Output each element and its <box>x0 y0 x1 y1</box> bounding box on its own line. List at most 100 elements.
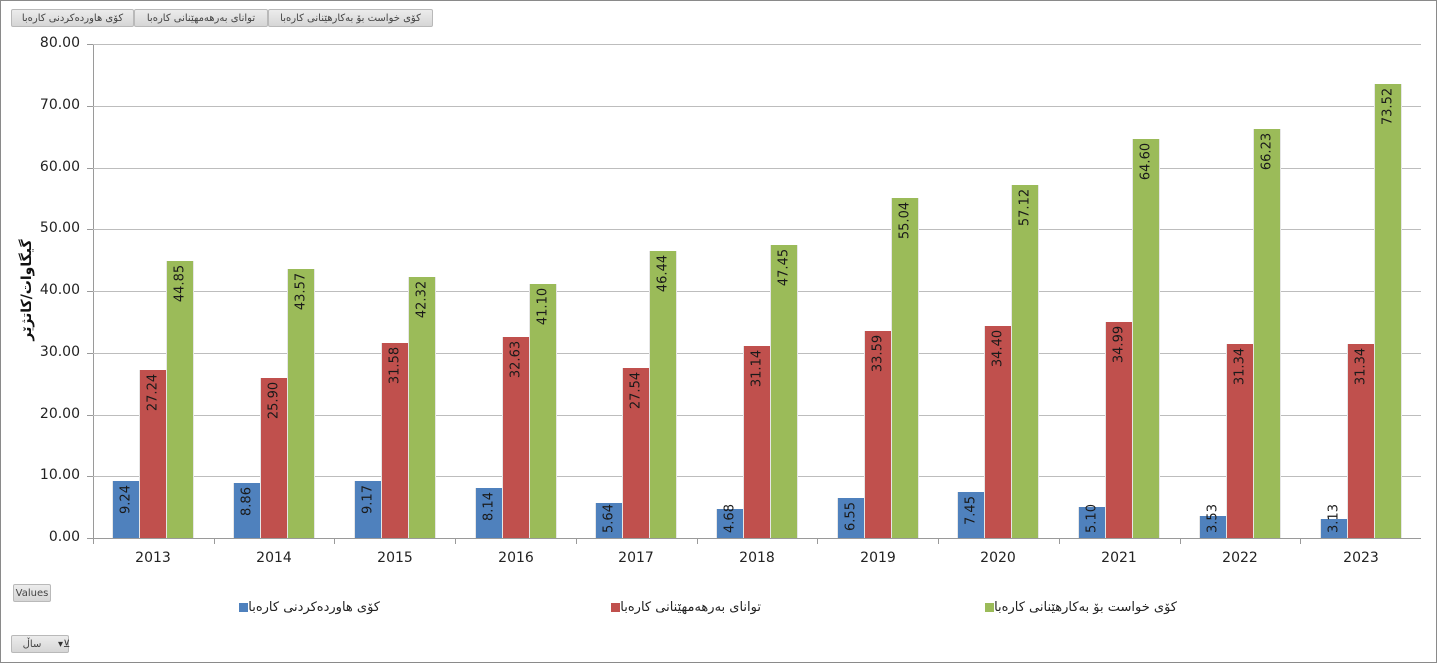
data-label: 31.58 <box>387 346 403 385</box>
y-tick <box>87 353 93 354</box>
bar-series-1[interactable]: 34.40 <box>985 326 1011 538</box>
legend-swatch-icon <box>985 603 995 612</box>
data-label: 31.34 <box>1353 347 1369 386</box>
bar-series-1[interactable]: 31.34 <box>1227 344 1253 538</box>
bar-series-0[interactable]: 7.45 <box>958 492 984 538</box>
y-tick-label: 10.00 <box>39 467 80 483</box>
bar-series-0[interactable]: 8.86 <box>234 483 260 538</box>
data-label: 27.24 <box>145 373 161 412</box>
x-tick-label: 2018 <box>739 550 775 566</box>
field-button-2[interactable]: کۆی خواست بۆ بەکارهێنانی کارەبا <box>268 9 433 27</box>
x-tick-label: 2019 <box>860 550 896 566</box>
y-tick <box>87 476 93 477</box>
data-label: 43.57 <box>293 272 309 311</box>
bar-series-2[interactable]: 73.52 <box>1375 84 1401 538</box>
data-label: 55.04 <box>897 201 913 240</box>
legend-swatch-icon <box>239 603 249 612</box>
data-label: 25.90 <box>266 381 282 420</box>
data-label: 3.53 <box>1205 503 1221 533</box>
data-label: 5.10 <box>1084 504 1100 534</box>
bar-series-1[interactable]: 33.59 <box>865 331 891 538</box>
gridline <box>93 229 1421 230</box>
y-tick-label: 30.00 <box>39 344 80 360</box>
legend-item-2[interactable]: کۆی خواست بۆ بەکارهێنانی کارەبا <box>980 600 1177 615</box>
y-tick <box>87 538 93 539</box>
x-tick-label: 2013 <box>135 550 171 566</box>
x-tick <box>1300 538 1301 544</box>
x-tick <box>455 538 456 544</box>
y-tick <box>87 229 93 230</box>
bar-series-0[interactable]: 6.55 <box>838 498 864 538</box>
x-tick <box>817 538 818 544</box>
data-label: 31.34 <box>1232 347 1248 386</box>
data-label: 42.32 <box>414 280 430 319</box>
field-button-1[interactable]: توانای بەرهەمهێنانی کارەبا <box>134 9 268 27</box>
bar-series-2[interactable]: 43.57 <box>288 269 314 538</box>
x-tick <box>93 538 94 544</box>
bar-series-1[interactable]: 31.58 <box>382 343 408 538</box>
data-label: 7.45 <box>963 496 979 526</box>
bar-series-2[interactable]: 55.04 <box>892 198 918 538</box>
legend-item-0[interactable]: کۆی هاوردەکردنی کارەبا <box>234 600 380 615</box>
y-tick <box>87 291 93 292</box>
bar-series-1[interactable]: 27.54 <box>623 368 649 538</box>
bar-series-2[interactable]: 42.32 <box>409 277 435 538</box>
bar-series-1[interactable]: 25.90 <box>261 378 287 538</box>
x-tick-label: 2022 <box>1222 550 1258 566</box>
legend-label: توانای بەرهەمهێنانی کارەبا <box>620 600 761 615</box>
y-tick-label: 20.00 <box>39 406 80 422</box>
bar-series-0[interactable]: 3.53 <box>1200 504 1226 538</box>
data-label: 57.12 <box>1017 188 1033 227</box>
x-tick <box>576 538 577 544</box>
data-label: 3.13 <box>1326 504 1342 534</box>
bar-series-2[interactable]: 41.10 <box>530 284 556 538</box>
data-label: 8.86 <box>239 487 255 517</box>
bar-series-0[interactable]: 9.17 <box>355 481 381 538</box>
values-field-button[interactable]: Values <box>13 584 51 602</box>
x-tick <box>334 538 335 544</box>
x-tick <box>1059 538 1060 544</box>
y-tick <box>87 168 93 169</box>
legend-label: کۆی هاوردەکردنی کارەبا <box>248 600 380 615</box>
year-filter-button[interactable]: ساڵ ▾⊻ <box>11 635 70 653</box>
year-filter-label: ساڵ <box>22 639 42 650</box>
bar-series-0[interactable]: 8.14 <box>476 488 502 538</box>
bar-series-1[interactable]: 31.34 <box>1348 344 1374 538</box>
bar-series-0[interactable]: 5.10 <box>1079 504 1105 538</box>
y-tick-label: 70.00 <box>39 97 80 113</box>
y-tick-label: 0.00 <box>48 529 80 545</box>
bar-series-2[interactable]: 47.45 <box>771 245 797 538</box>
data-label: 34.40 <box>990 329 1006 368</box>
bar-series-2[interactable]: 66.23 <box>1254 129 1280 538</box>
x-tick <box>697 538 698 544</box>
data-label: 47.45 <box>776 248 792 287</box>
bar-series-1[interactable]: 31.14 <box>744 346 770 538</box>
data-label: 41.10 <box>535 287 551 326</box>
bar-series-1[interactable]: 32.63 <box>503 337 529 538</box>
y-tick-label: 80.00 <box>39 35 80 51</box>
bar-series-2[interactable]: 57.12 <box>1012 185 1038 538</box>
data-label: 66.23 <box>1259 132 1275 171</box>
bar-series-0[interactable]: 9.24 <box>113 481 139 538</box>
bar-series-1[interactable]: 34.99 <box>1106 322 1132 538</box>
y-tick <box>87 415 93 416</box>
bar-series-0[interactable]: 5.64 <box>596 503 622 538</box>
y-tick-label: 50.00 <box>39 220 80 236</box>
data-label: 34.99 <box>1111 325 1127 364</box>
data-label: 64.60 <box>1138 142 1154 181</box>
data-label: 73.52 <box>1380 87 1396 126</box>
bar-series-0[interactable]: 4.68 <box>717 504 743 538</box>
bar-series-1[interactable]: 27.24 <box>140 370 166 538</box>
y-tick <box>87 44 93 45</box>
field-button-0[interactable]: کۆی هاوردەکردنی کارەبا <box>11 9 134 27</box>
bar-series-2[interactable]: 44.85 <box>167 261 193 538</box>
legend-item-1[interactable]: توانای بەرهەمهێنانی کارەبا <box>606 600 761 615</box>
bar-series-2[interactable]: 46.44 <box>650 251 676 538</box>
bar-series-2[interactable]: 64.60 <box>1133 139 1159 538</box>
gridline <box>93 168 1421 169</box>
data-label: 9.24 <box>118 485 134 515</box>
x-tick-label: 2023 <box>1343 550 1379 566</box>
bar-series-0[interactable]: 3.13 <box>1321 504 1347 538</box>
